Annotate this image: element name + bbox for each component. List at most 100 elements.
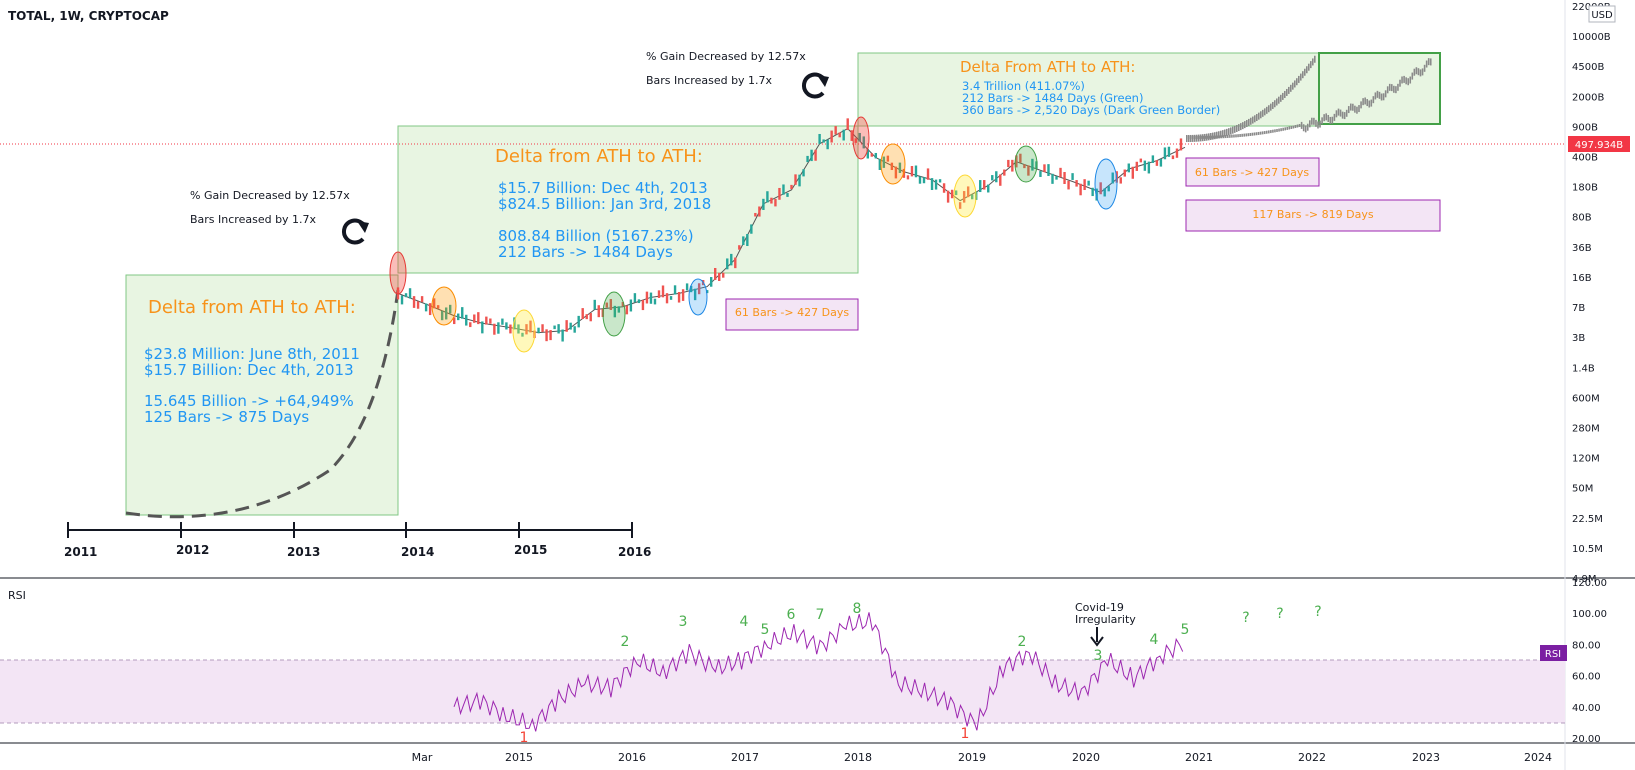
projection-bar <box>1231 134 1233 138</box>
projection-bar <box>1288 126 1291 130</box>
projection-bar <box>1288 86 1290 94</box>
price-candle <box>991 175 994 181</box>
projection-bar <box>1276 98 1278 106</box>
range-box-1[interactable] <box>725 298 859 331</box>
price-candle <box>942 183 946 193</box>
projection-bar <box>1317 121 1319 129</box>
projection-bar <box>1298 75 1300 83</box>
projection-bar <box>1284 127 1286 131</box>
rsi-count-label: 1 <box>520 730 529 746</box>
price-candle <box>1055 176 1058 180</box>
price-candle <box>545 329 548 342</box>
price-candle <box>473 314 476 323</box>
note2-line1: % Gain Decreased by 12.57x <box>646 50 806 63</box>
projection-bar <box>1282 92 1284 100</box>
price-candle <box>750 224 753 234</box>
projection-bar <box>1429 58 1432 66</box>
price-candle <box>477 312 480 325</box>
currency-badge[interactable] <box>1588 5 1616 23</box>
price-candle <box>1131 166 1135 179</box>
projection-bar <box>1237 134 1239 138</box>
projection-bar <box>1270 130 1272 134</box>
range-box-1-label: 61 Bars -> 427 Days <box>735 306 849 319</box>
projection-bar <box>1300 121 1303 129</box>
ath-box-2018-2021[interactable] <box>857 52 1321 127</box>
price-axis[interactable]: 22000B10000B4500B2000B900B400B180B80B36B… <box>1572 2 1611 585</box>
ath-box-2013-2018[interactable] <box>397 125 859 274</box>
projection-bar <box>1210 135 1213 139</box>
projection-bar <box>1276 128 1278 132</box>
price-candle <box>436 305 440 309</box>
projection-bar <box>1264 108 1266 116</box>
projection-bar <box>1253 132 1256 136</box>
price-candle <box>882 156 886 168</box>
price-candle <box>1147 161 1151 174</box>
price-series[interactable] <box>396 118 1186 342</box>
price-candle <box>1111 172 1114 184</box>
price-candle <box>1179 138 1183 151</box>
projection-bar <box>1354 105 1356 113</box>
projection-bar <box>1252 116 1254 124</box>
price-candle <box>938 179 942 183</box>
projection-bar <box>1200 135 1202 139</box>
ath-box-2011-2013[interactable] <box>125 274 399 516</box>
price-candle <box>416 301 420 309</box>
price-candle <box>858 132 861 142</box>
price-candle <box>742 236 745 246</box>
price-candle <box>762 198 765 210</box>
projection-bar <box>1388 83 1391 91</box>
rsi-count-label: 1 <box>961 726 970 742</box>
symbol-title[interactable]: TOTAL, 1W, CRYPTOCAP <box>8 9 169 23</box>
projection-bar <box>1384 90 1387 98</box>
highlight-circle <box>389 251 407 295</box>
box2-line2: $824.5 Billion: Jan 3rd, 2018 <box>498 195 711 213</box>
price-candle <box>633 293 637 303</box>
price-candle <box>412 296 416 308</box>
price-candle <box>1163 147 1167 160</box>
projection-bar <box>1397 83 1399 91</box>
note2-line2: Bars Increased by 1.7x <box>646 74 773 87</box>
price-candle <box>1003 169 1006 176</box>
projection-bar <box>1360 101 1362 109</box>
rsi-count-label: 5 <box>761 622 770 638</box>
rotate-arrow-icon <box>801 72 829 99</box>
projection-bar <box>1280 94 1282 102</box>
price-candle <box>930 178 934 191</box>
projection-bar <box>1358 105 1360 113</box>
rsi-title[interactable]: RSI <box>8 589 26 602</box>
projection-bar <box>1366 99 1368 107</box>
box3-line1: 3.4 Trillion (411.07%) <box>962 79 1085 93</box>
time-tick-label: 2017 <box>731 751 759 764</box>
projection-bar <box>1241 133 1243 137</box>
projection-bar <box>1347 106 1350 114</box>
time-axis[interactable]: Mar 2015 2016 2017 2018 2019 2020 2021 2022 2023 2… <box>412 751 1552 764</box>
price-candle <box>774 198 777 207</box>
price-tick-label: 1.4B <box>1572 363 1595 374</box>
price-candle <box>850 130 853 141</box>
projection-bar <box>1274 100 1276 108</box>
highlight-circle <box>852 116 870 160</box>
projection-bar <box>1341 111 1344 119</box>
price-candle <box>1023 164 1026 169</box>
projection-bar <box>1243 133 1245 137</box>
projection-bar <box>1250 117 1252 125</box>
price-candle <box>886 155 890 162</box>
projection-bar <box>1278 128 1280 132</box>
price-candle <box>501 318 504 325</box>
rsi-line[interactable] <box>453 612 1184 732</box>
range-box-3[interactable] <box>1185 199 1441 232</box>
price-candle <box>786 193 789 197</box>
rsi-axis[interactable]: 120.00 100.00 80.00 60.00 40.00 20.00 <box>1572 578 1607 745</box>
range-box-2[interactable] <box>1185 157 1320 187</box>
price-candle <box>653 298 657 305</box>
projection-series <box>1186 55 1432 142</box>
range-box-3-label: 117 Bars -> 819 Days <box>1252 208 1373 221</box>
price-candle <box>926 168 930 180</box>
price-candle <box>910 166 914 177</box>
rsi-tick-label: 60.00 <box>1572 672 1601 683</box>
box1-title: Delta from ATH to ATH: <box>148 297 356 318</box>
price-candle <box>738 245 741 250</box>
projection-bar <box>1282 127 1284 131</box>
price-candle <box>705 290 709 294</box>
